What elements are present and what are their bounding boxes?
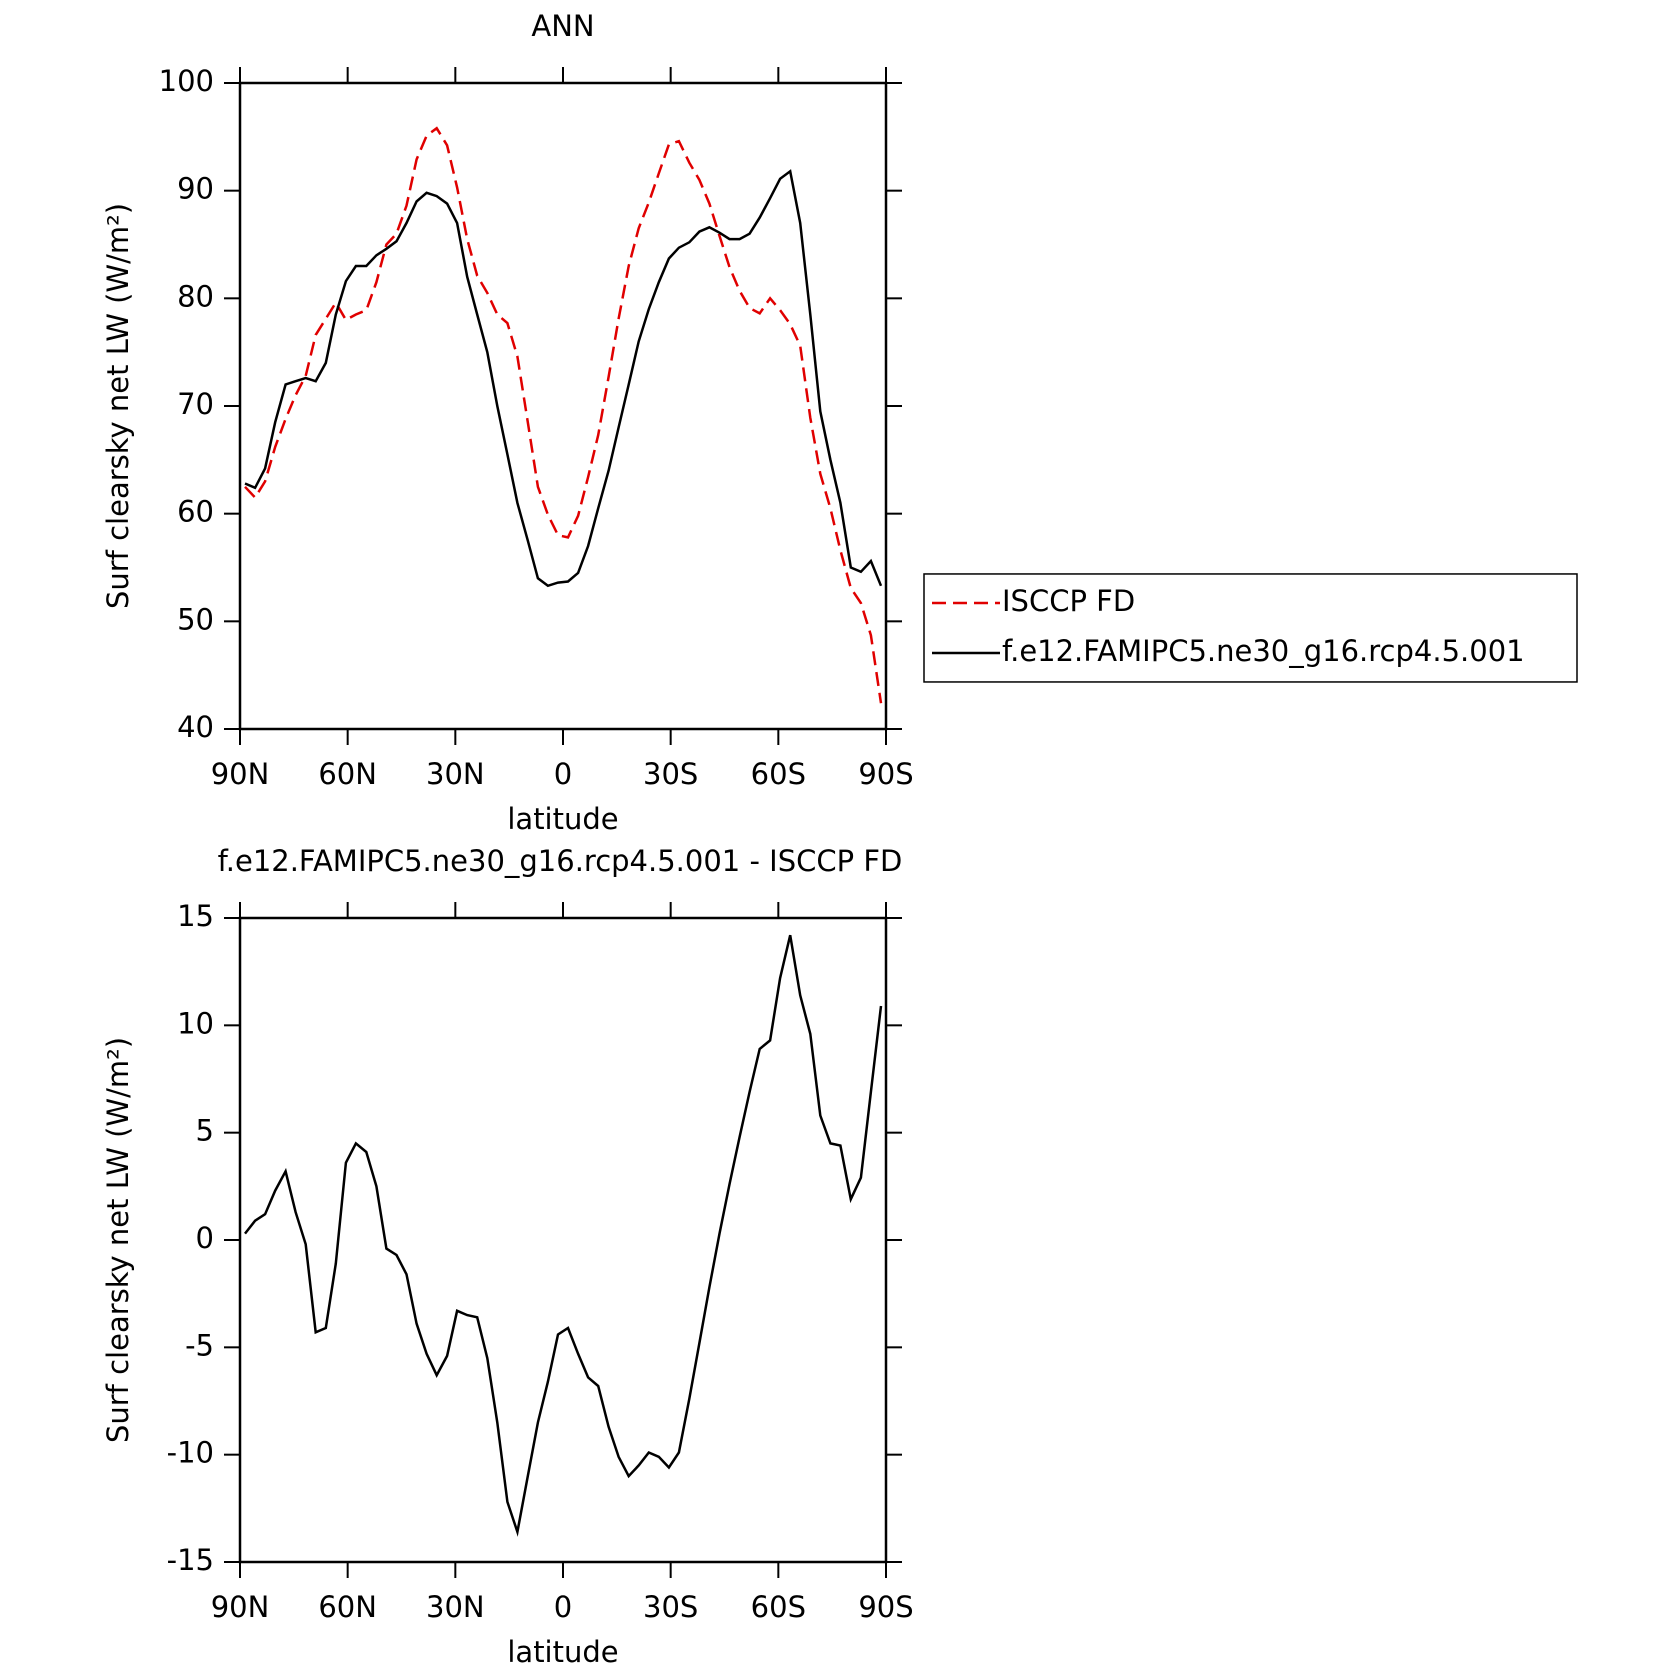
y-tick-label: 50 <box>177 602 214 636</box>
y-tick-label: 70 <box>177 387 214 421</box>
legend-label: ISCCP FD <box>1002 584 1135 618</box>
x-axis-label: latitude <box>507 802 618 836</box>
y-tick-label: 0 <box>196 1221 214 1255</box>
y-tick-label: 10 <box>177 1006 214 1040</box>
y-tick-label: -5 <box>185 1328 214 1362</box>
x-tick-label: 60S <box>751 1590 806 1624</box>
x-tick-label: 30S <box>643 1590 698 1624</box>
legend: ISCCP FD f.e12.FAMIPC5.ne30_g16.rcp4.5.00… <box>923 573 1578 683</box>
y-tick-label: -10 <box>167 1436 214 1470</box>
y-tick-label: 40 <box>177 710 214 744</box>
x-tick-label: 0 <box>554 1590 572 1624</box>
y-tick-label: 80 <box>177 279 214 313</box>
legend-label: f.e12.FAMIPC5.ne30_g16.rcp4.5.001 <box>1002 634 1525 668</box>
x-tick-label: 30N <box>426 1590 485 1624</box>
y-tick-label: 5 <box>196 1114 214 1148</box>
x-tick-label: 90N <box>211 757 270 791</box>
series-line <box>244 934 883 1537</box>
y-axis-label: Surf clearsky net LW (W/m²) <box>101 203 135 609</box>
x-tick-label: 0 <box>554 757 572 791</box>
y-tick-label: 60 <box>177 495 214 529</box>
plot-frame <box>238 916 888 1564</box>
x-tick-label: 60N <box>318 1590 377 1624</box>
x-tick-label: 90N <box>211 1590 270 1624</box>
series-line <box>244 169 883 588</box>
x-tick-label: 90S <box>858 757 913 791</box>
chart-title: ANN <box>531 9 594 43</box>
chart-title: f.e12.FAMIPC5.ne30_g16.rcp4.5.001 - ISCC… <box>218 844 903 878</box>
y-tick-label: 15 <box>177 899 214 933</box>
y-tick-label: 100 <box>159 64 214 98</box>
x-axis-label: latitude <box>507 1635 618 1669</box>
x-tick-label: 60S <box>751 757 806 791</box>
x-tick-label: 90S <box>858 1590 913 1624</box>
plot-frame <box>238 81 888 731</box>
x-tick-label: 30N <box>426 757 485 791</box>
y-tick-label: 90 <box>177 172 214 206</box>
y-axis-label: Surf clearsky net LW (W/m²) <box>101 1037 135 1443</box>
series-line <box>244 126 883 704</box>
legend-box <box>923 573 1578 683</box>
y-tick-label: -15 <box>167 1543 214 1577</box>
x-tick-label: 30S <box>643 757 698 791</box>
x-tick-label: 60N <box>318 757 377 791</box>
